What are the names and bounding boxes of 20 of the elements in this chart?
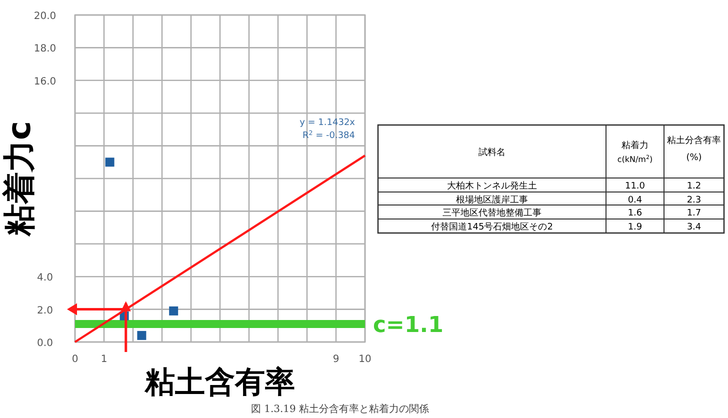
annotation: R$^{2}$ = -0.384 — [302, 130, 356, 141]
y-tick-label: 0.0 — [37, 338, 53, 349]
annotation: y = 1.1432x — [300, 118, 356, 128]
y-tick-label: 18.0 — [34, 44, 56, 55]
x-tick-label: 1 — [100, 354, 108, 365]
point — [137, 330, 146, 340]
point — [105, 158, 114, 167]
y-axis-title: 粘着力c — [0, 121, 38, 237]
point — [169, 306, 178, 316]
x-axis-title: 粘土含有率 — [144, 365, 295, 400]
caption: 図 1.3.19 粘土分含有率と粘着力の関係 — [250, 403, 430, 415]
y-tick-label: 16.0 — [34, 76, 56, 88]
x-tick-label: 0 — [72, 354, 78, 365]
x-tick-label: 10 — [358, 354, 372, 365]
table: 試料名 粘着力 c(kN/m$^{2}$) 粘土分含有率 (%) 大柏木トンネル発生土 11.0 1.2 根場地区護岸工事 0.4 2.3 三平地区代替地整備工事 1.6 1.7 付替国道145号石畑地区その2 1.9 3.4 — [377, 124, 725, 234]
y-tick-label: 2.0 — [37, 305, 53, 316]
ref-line-label: c=1.1 — [373, 313, 444, 338]
x-tick-label: 9 — [332, 354, 340, 365]
y-tick-label: 20.0 — [34, 11, 56, 22]
y-tick-label: 4.0 — [37, 272, 53, 284]
